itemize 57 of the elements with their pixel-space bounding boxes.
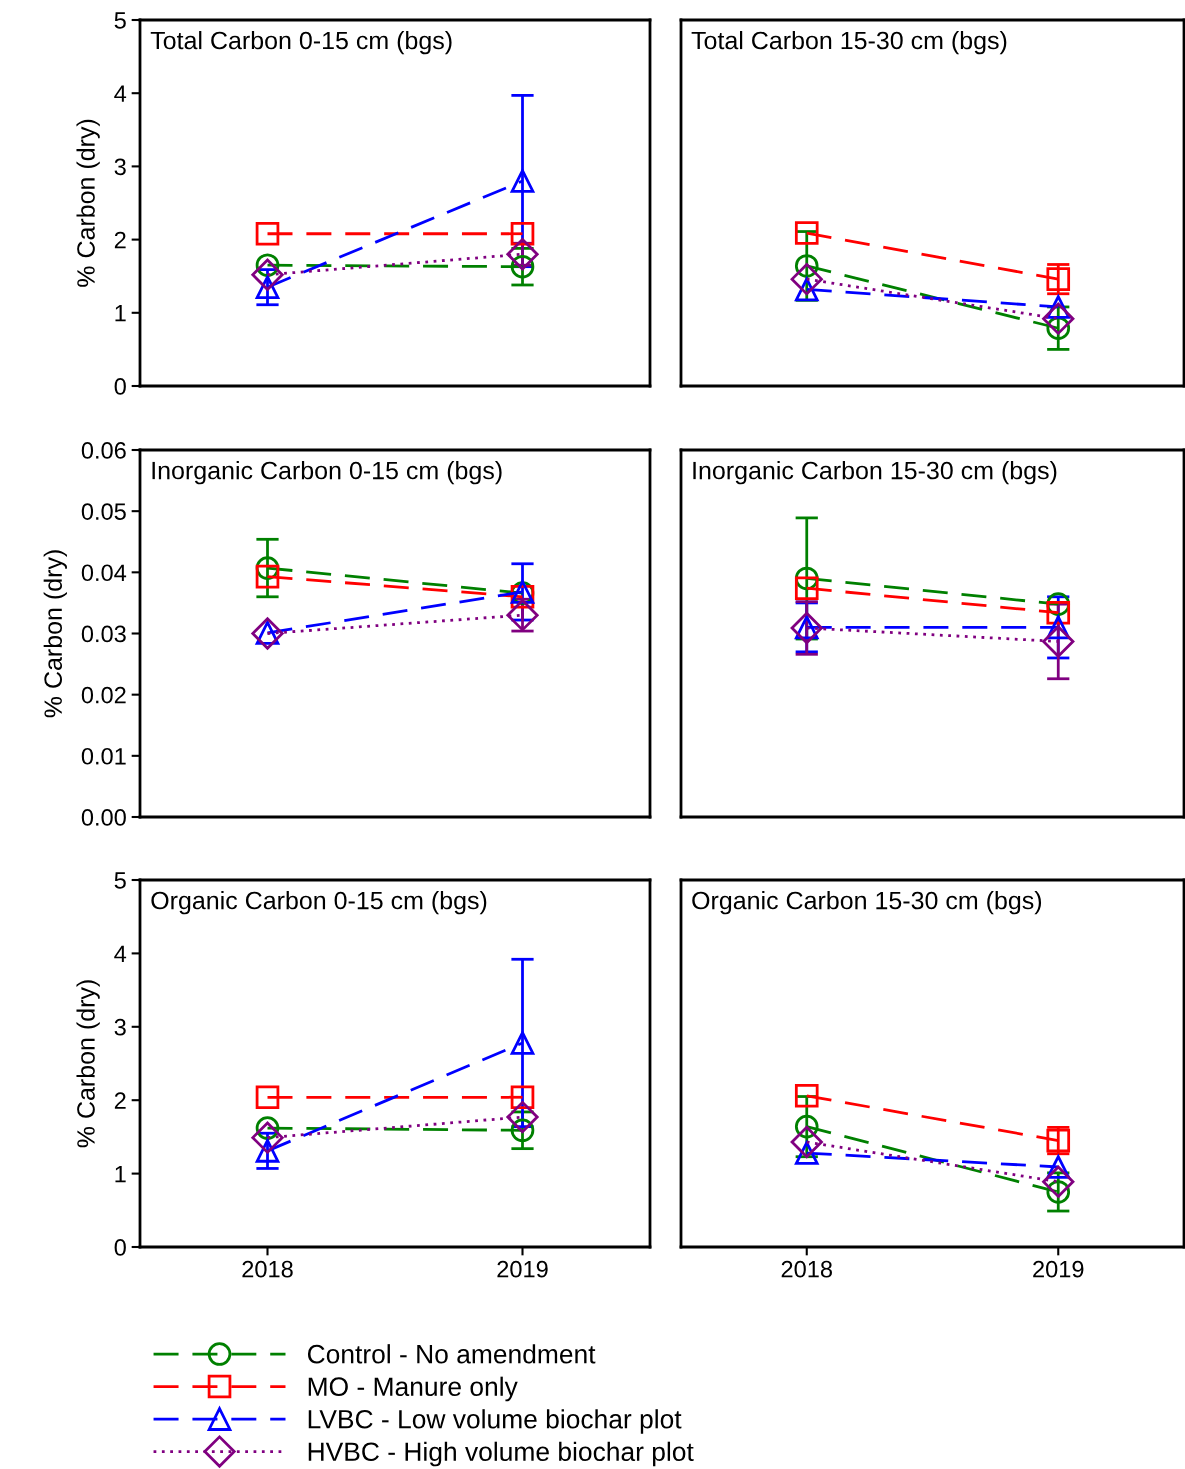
chart-title: Organic Carbon 0-15 cm (bgs) bbox=[151, 891, 487, 915]
point bbox=[255, 221, 280, 246]
point bbox=[790, 1125, 823, 1159]
point bbox=[510, 1031, 535, 1055]
y-tick-label: 0.03 bbox=[81, 625, 126, 643]
point bbox=[506, 1100, 539, 1134]
point bbox=[510, 1118, 535, 1143]
y-axis-title: % Carbon (dry) bbox=[76, 119, 100, 287]
y-tick-label: 5 bbox=[114, 872, 126, 889]
point bbox=[1042, 302, 1075, 335]
point bbox=[790, 263, 823, 296]
y-axis-title: % Carbon (dry) bbox=[43, 550, 67, 718]
chart-title: Inorganic Carbon 15-30 cm (bgs) bbox=[693, 461, 1057, 485]
point bbox=[510, 1085, 535, 1110]
x-tick-label: 2019 bbox=[497, 1260, 548, 1278]
point bbox=[251, 258, 284, 291]
y-tick-label: 0.01 bbox=[81, 747, 126, 765]
point bbox=[251, 1121, 284, 1154]
x-tick-label: 2018 bbox=[242, 1260, 293, 1278]
y-tick-label: 0.06 bbox=[81, 442, 126, 459]
y-tick-label: 0.00 bbox=[81, 809, 126, 826]
legend-label: HVBC - High volume biochar plot bbox=[308, 1441, 694, 1467]
x-tick-label: 2019 bbox=[1033, 1260, 1084, 1278]
y-tick-label: 0 bbox=[114, 378, 126, 395]
point bbox=[794, 221, 819, 245]
y-axis-title: % Carbon (dry) bbox=[76, 980, 100, 1148]
legend-label: MO - Manure only bbox=[308, 1376, 518, 1402]
y-tick-label: 0.05 bbox=[81, 503, 126, 520]
legend-label: LVBC - Low volume biochar plot bbox=[308, 1409, 682, 1434]
y-tick-label: 0.02 bbox=[81, 686, 126, 704]
chart-title: Organic Carbon 15-30 cm (bgs) bbox=[692, 891, 1042, 915]
chart-title: Total Carbon 15-30 cm (bgs) bbox=[691, 30, 1007, 55]
point bbox=[1046, 267, 1071, 291]
chart-title: Inorganic Carbon 0-15 cm (bgs) bbox=[152, 461, 502, 485]
y-tick-label: 1 bbox=[115, 305, 126, 322]
y-tick-label: 5 bbox=[114, 12, 126, 29]
point bbox=[1042, 1165, 1075, 1198]
point bbox=[794, 1083, 819, 1108]
y-tick-label: 2 bbox=[114, 231, 126, 249]
y-tick-label: 4 bbox=[114, 85, 127, 102]
legend-label: Control - No amendment bbox=[307, 1344, 596, 1364]
y-tick-label: 3 bbox=[114, 158, 126, 176]
chart-title: Total Carbon 0-15 cm (bgs) bbox=[150, 30, 452, 55]
point bbox=[1046, 600, 1071, 625]
point bbox=[794, 576, 819, 601]
y-tick-label: 0 bbox=[114, 1239, 126, 1256]
y-tick-label: 0.04 bbox=[81, 564, 127, 582]
y-tick-label: 3 bbox=[114, 1018, 126, 1036]
point bbox=[1042, 625, 1075, 658]
point bbox=[510, 221, 535, 246]
x-tick-label: 2018 bbox=[781, 1260, 832, 1278]
y-tick-label: 2 bbox=[114, 1092, 126, 1109]
point bbox=[255, 564, 280, 589]
y-tick-label: 4 bbox=[114, 945, 127, 962]
y-tick-label: 1 bbox=[115, 1165, 126, 1183]
point bbox=[255, 1085, 280, 1110]
point bbox=[510, 169, 535, 193]
